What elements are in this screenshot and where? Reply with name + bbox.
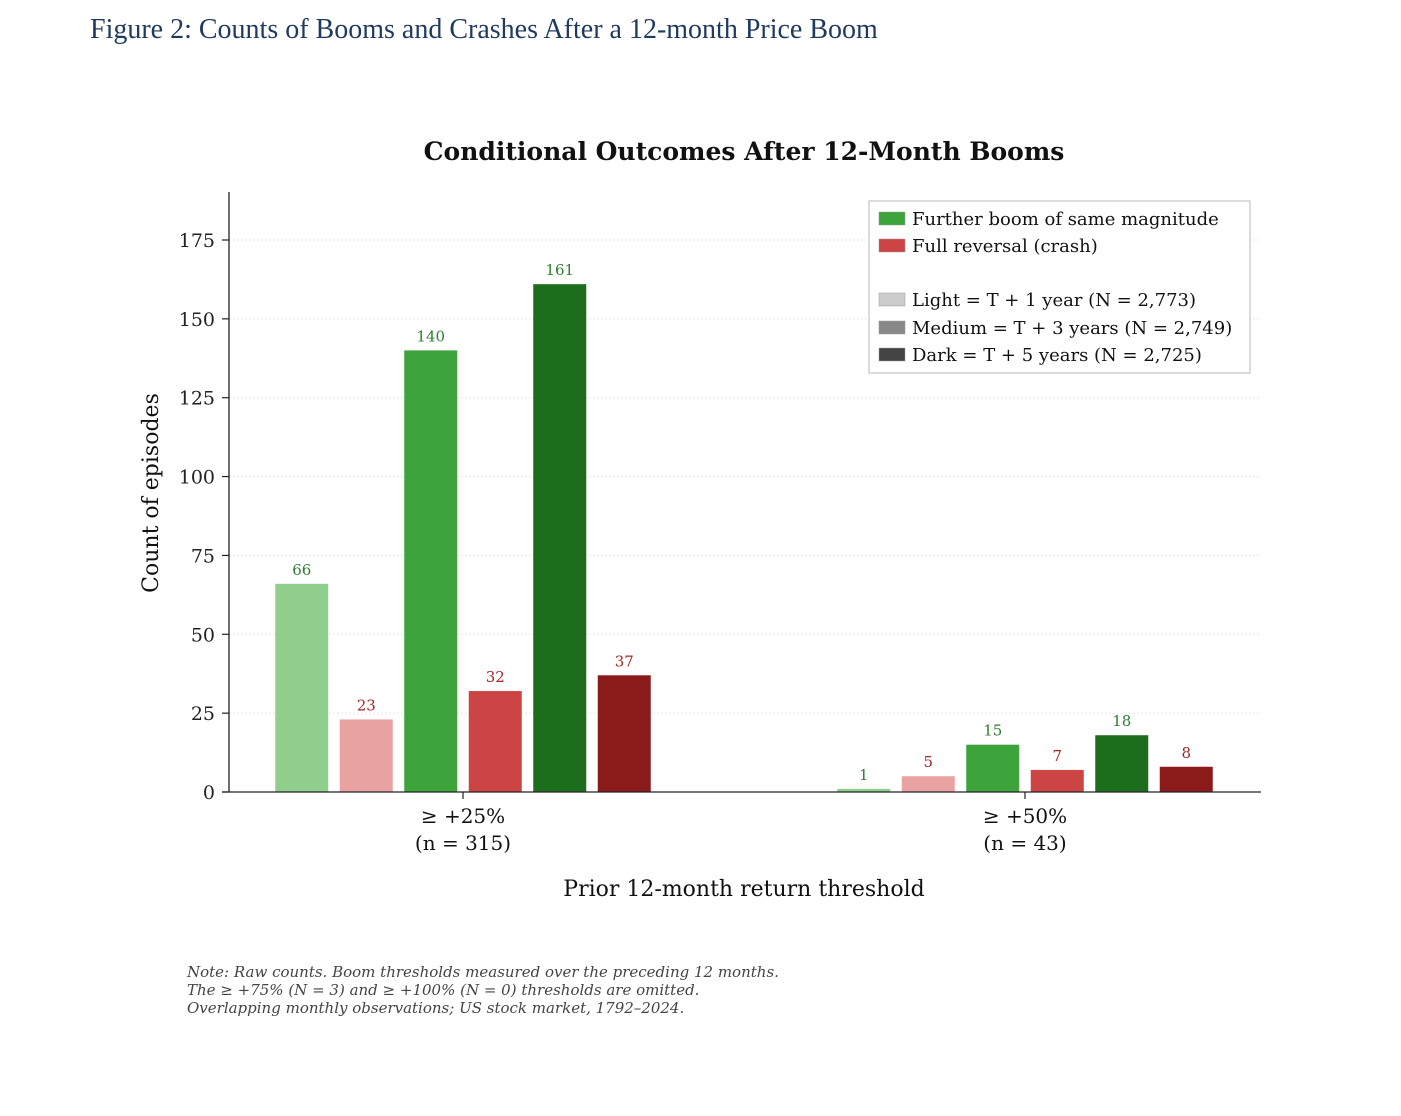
y-tick-label: 175 — [179, 230, 215, 252]
legend-swatch — [878, 211, 906, 226]
bar-boom_1y-0 — [275, 583, 329, 792]
legend: Further boom of same magnitude Full rever… — [868, 200, 1251, 374]
y-tick-label: 0 — [203, 782, 215, 804]
note-line: Overlapping monthly observations; US sto… — [187, 999, 684, 1017]
bars — [275, 284, 1213, 792]
y-tick-label: 150 — [179, 309, 215, 331]
data-label-crash_1y-0: 23 — [357, 696, 376, 714]
data-label-boom_5y-0: 161 — [545, 261, 574, 279]
bar-crash_1y-1 — [901, 776, 955, 792]
bar-crash_3y-1 — [1030, 769, 1084, 792]
bar-crash_5y-1 — [1159, 766, 1213, 792]
x-axis-categories: ≥ +25% (n = 315) ≥ +50% (n = 43) — [415, 792, 1067, 855]
data-label-crash_3y-0: 32 — [486, 668, 505, 686]
data-label-boom_3y-0: 140 — [416, 327, 445, 345]
y-tick-label: 25 — [191, 703, 215, 725]
y-tick-label: 50 — [191, 624, 215, 646]
axes — [222, 192, 1261, 793]
legend-swatch — [878, 238, 906, 253]
bar-crash_3y-0 — [468, 691, 522, 792]
data-label-boom_1y-1: 1 — [859, 766, 869, 784]
bar-boom_1y-1 — [837, 788, 891, 792]
data-label-boom_3y-1: 15 — [983, 722, 1002, 740]
bar-crash_1y-0 — [339, 719, 393, 792]
x-category-count: (n = 43) — [983, 831, 1066, 855]
legend-entry-label: Further boom of same magnitude — [912, 209, 1219, 230]
legend-swatch — [878, 347, 906, 362]
y-tick-label: 100 — [179, 467, 215, 489]
legend-swatch — [878, 320, 906, 335]
x-category-label: ≥ +50% — [983, 804, 1067, 828]
data-labels: 66 1 23 5 140 15 32 7 161 18 37 8 — [292, 261, 1191, 784]
data-label-boom_5y-1: 18 — [1112, 712, 1131, 730]
bar-boom_5y-0 — [533, 284, 587, 792]
bar-boom_3y-0 — [404, 350, 458, 792]
figure-caption: Figure 2: Counts of Booms and Crashes Af… — [90, 14, 878, 45]
note-line: Note: Raw counts. Boom thresholds measur… — [186, 963, 779, 981]
legend-entry-label: Medium = T + 3 years (N = 2,749) — [912, 318, 1232, 339]
legend-entry-label: Dark = T + 5 years (N = 2,725) — [912, 345, 1202, 366]
bar-boom_5y-1 — [1095, 735, 1149, 792]
data-label-boom_1y-0: 66 — [292, 561, 311, 579]
legend-box — [868, 200, 1251, 374]
data-label-crash_5y-0: 37 — [615, 652, 634, 670]
chart-note: Note: Raw counts. Boom thresholds measur… — [186, 963, 779, 1017]
legend-swatch — [878, 292, 906, 307]
y-axis-label: Count of episodes — [139, 393, 164, 593]
x-axis-label: Prior 12-month return threshold — [563, 877, 924, 902]
x-category-count: (n = 315) — [415, 831, 511, 855]
bar-boom_3y-1 — [966, 744, 1020, 792]
bar-crash_5y-0 — [597, 675, 651, 792]
data-label-crash_1y-1: 5 — [923, 753, 933, 771]
data-label-crash_5y-1: 8 — [1181, 744, 1191, 762]
legend-entry-label: Light = T + 1 year (N = 2,773) — [912, 290, 1196, 311]
y-axis-ticks: 0 25 50 75 100 125 150 175 — [179, 230, 229, 804]
y-tick-label: 75 — [191, 545, 215, 567]
x-category-label: ≥ +25% — [421, 804, 505, 828]
data-label-crash_3y-1: 7 — [1052, 747, 1062, 765]
legend-entry-label: Full reversal (crash) — [912, 236, 1098, 257]
chart-title: Conditional Outcomes After 12-Month Boom… — [424, 137, 1065, 166]
note-line: The ≥ +75% (N = 3) and ≥ +100% (N = 0) t… — [187, 981, 699, 999]
y-tick-label: 125 — [179, 388, 215, 410]
